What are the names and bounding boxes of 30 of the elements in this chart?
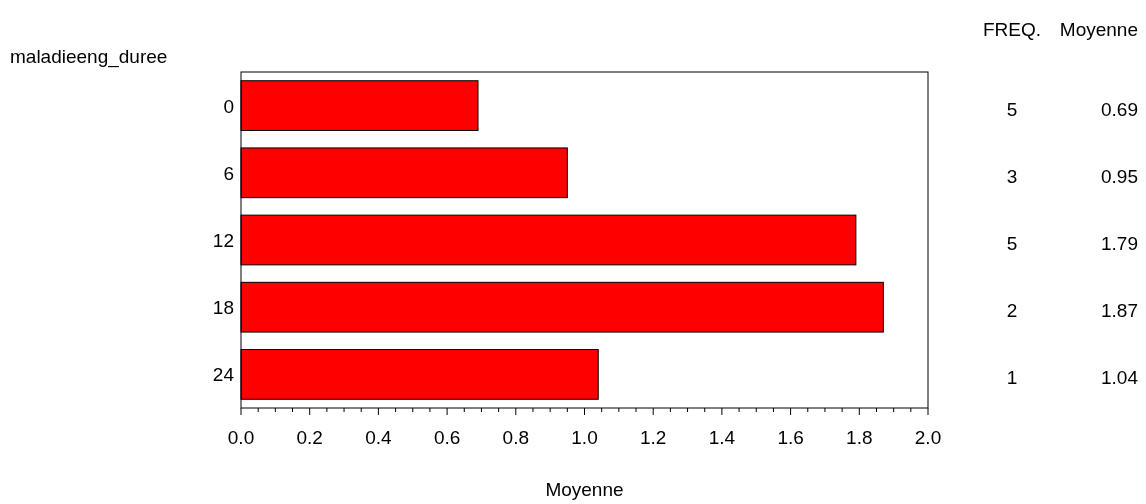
x-axis-title: Moyenne [545, 479, 624, 500]
y-tick-label: 18 [212, 297, 234, 319]
y-tick-label: 12 [212, 230, 234, 251]
x-tick-label: 0.8 [502, 427, 530, 448]
x-tick-label: 1.8 [846, 427, 873, 448]
y-axis-title: maladieeng_duree [10, 46, 168, 68]
data-label: 0.69 [1101, 98, 1138, 120]
x-tick-label: 0.0 [227, 427, 255, 448]
x-tick-label: 0.6 [433, 427, 461, 448]
text: 5 [1006, 233, 1018, 254]
data-label: 1.04 [1101, 367, 1139, 389]
text: 2 [1006, 300, 1018, 322]
y-tick-label: 24 [212, 364, 235, 386]
x-tick-label: 1.6 [777, 427, 804, 448]
x-tick-label: 1.2 [639, 427, 667, 448]
text: 3 [1006, 165, 1018, 187]
text: 1 [1006, 367, 1018, 389]
y-tick-label: 0 [223, 95, 234, 117]
text: FREQ. [982, 19, 1042, 40]
data-label: 1.79 [1101, 233, 1138, 254]
data-label: 1.87 [1101, 300, 1138, 322]
x-tick-label: 2.0 [914, 427, 942, 448]
x-tick-label: 1.0 [571, 427, 598, 448]
text: Moyenne [1059, 19, 1138, 40]
x-tick-label: 0.4 [365, 427, 393, 448]
data-label: 0.95 [1101, 165, 1138, 187]
x-tick-label: 1.4 [708, 427, 736, 448]
x-tick-label: 0.2 [296, 427, 323, 448]
y-tick-label: 6 [223, 162, 234, 184]
text: 5 [1006, 98, 1018, 120]
